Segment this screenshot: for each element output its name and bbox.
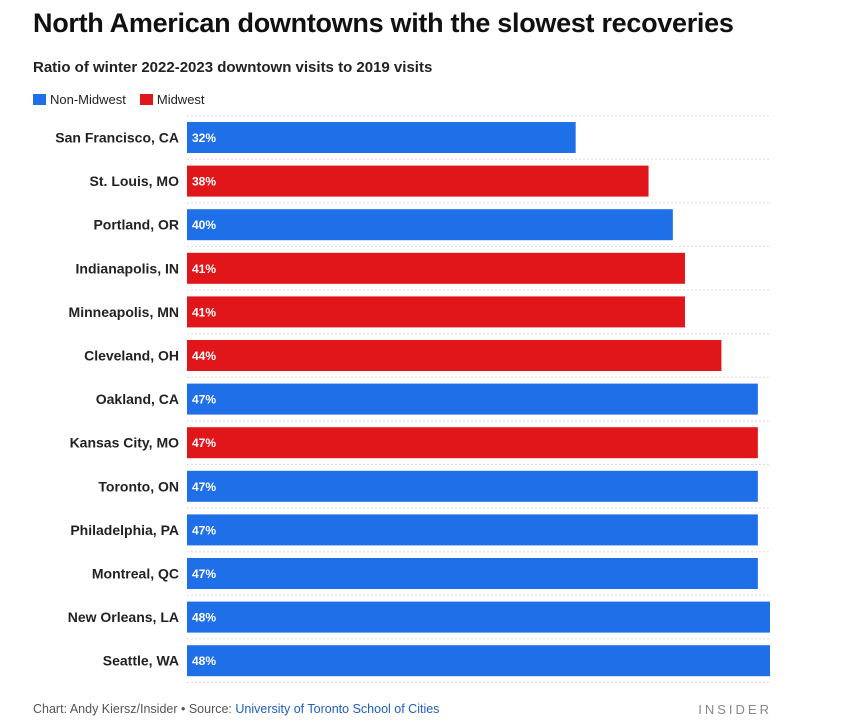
category-label: New Orleans, LA bbox=[68, 609, 179, 625]
category-label: Montreal, QC bbox=[92, 566, 179, 582]
bar bbox=[187, 296, 685, 328]
category-label: Kansas City, MO bbox=[70, 435, 180, 451]
brand-logo: INSIDER bbox=[698, 702, 772, 717]
category-label: Oakland, CA bbox=[96, 391, 179, 407]
bar bbox=[187, 122, 576, 153]
bar bbox=[187, 209, 673, 241]
bar bbox=[187, 645, 770, 677]
legend-item-midwest: Midwest bbox=[139, 92, 205, 107]
value-label: 41% bbox=[192, 305, 216, 319]
category-label: St. Louis, MO bbox=[90, 173, 180, 189]
legend-swatch-non-midwest bbox=[33, 94, 46, 105]
value-label: 47% bbox=[192, 480, 216, 494]
bar-chart: San Francisco, CA 32% St. Louis, MO 38% Port… bbox=[55, 115, 770, 683]
source-link[interactable]: University of Toronto School of Cities bbox=[235, 702, 440, 716]
bar bbox=[187, 427, 758, 459]
category-label: Cleveland, OH bbox=[84, 348, 179, 364]
bar bbox=[187, 252, 685, 284]
value-label: 41% bbox=[192, 262, 216, 276]
value-label: 48% bbox=[192, 654, 216, 668]
category-label: Seattle, WA bbox=[103, 653, 179, 669]
value-label: 38% bbox=[192, 175, 216, 189]
bar bbox=[187, 470, 758, 502]
category-label: Toronto, ON bbox=[98, 478, 179, 494]
value-label: 47% bbox=[192, 436, 216, 450]
category-label: Minneapolis, MN bbox=[69, 304, 179, 320]
bar bbox=[187, 383, 758, 415]
value-label: 47% bbox=[192, 523, 216, 537]
bar bbox=[187, 558, 758, 589]
legend-item-non-midwest: Non-Midwest bbox=[33, 92, 126, 107]
bar bbox=[187, 601, 770, 633]
chart-footer: Chart: Andy Kiersz/Insider • Source: Uni… bbox=[33, 702, 439, 716]
bar bbox=[187, 340, 722, 371]
legend-swatch-midwest bbox=[139, 94, 153, 105]
value-label: 32% bbox=[192, 131, 216, 145]
value-label: 44% bbox=[192, 349, 216, 363]
chart-title: North American downtowns with the slowes… bbox=[33, 8, 734, 38]
value-label: 47% bbox=[192, 567, 216, 581]
value-label: 47% bbox=[192, 393, 216, 407]
category-label: Indianapolis, IN bbox=[76, 260, 179, 276]
legend-label-midwest: Midwest bbox=[156, 92, 205, 107]
chart-credit: Chart: Andy Kiersz/Insider • Source: bbox=[33, 702, 236, 716]
legend: Non-Midwest Midwest bbox=[33, 92, 205, 107]
value-label: 48% bbox=[192, 611, 216, 625]
category-label: Portland, OR bbox=[93, 217, 179, 233]
chart-subtitle: Ratio of winter 2022-2023 downtown visit… bbox=[33, 59, 433, 76]
category-label: San Francisco, CA bbox=[55, 130, 179, 146]
category-label: Philadelphia, PA bbox=[70, 522, 179, 538]
bar bbox=[187, 514, 758, 546]
value-label: 40% bbox=[192, 218, 216, 232]
legend-label-non-midwest: Non-Midwest bbox=[50, 92, 126, 107]
bar bbox=[187, 165, 649, 197]
